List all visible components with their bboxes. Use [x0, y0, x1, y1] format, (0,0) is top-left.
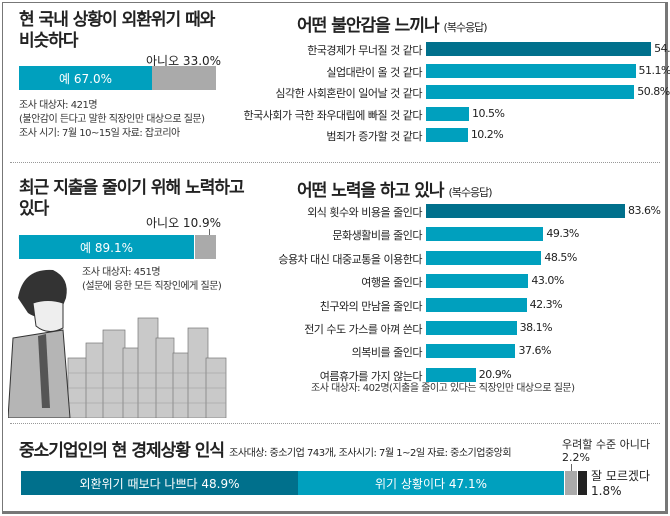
- bar-row: 여름휴가를 가지 않는다 20.9%: [230, 366, 660, 384]
- value-unknown: 1.8%: [591, 484, 622, 498]
- bar: [426, 274, 529, 289]
- bar-row: 범죄가 증가할 것 같다 10.2%: [230, 126, 660, 144]
- panel1-title: 현 국내 상황이 외환위기 때와 비슷하다: [19, 10, 215, 52]
- bar: [426, 128, 468, 142]
- value-label: 43.0%: [531, 274, 564, 288]
- category-label: 범죄가 증가할 것 같다: [326, 130, 422, 143]
- value-label: 38.1%: [519, 321, 553, 334]
- yes-bar: 예 89.1%: [19, 235, 194, 259]
- bar: [426, 227, 544, 242]
- bar: [426, 85, 635, 99]
- subtitle: (복수응답): [443, 21, 488, 34]
- bar: [426, 297, 527, 312]
- bar-worse: 외환위기 때보다 나쁘다 48.9%: [21, 471, 298, 495]
- bar-crisis: 위기 상황이다 47.1%: [298, 471, 564, 495]
- note: 조사 시기: 7월 10~15일 자료: 잡코리아: [19, 128, 180, 139]
- yes-label: 예 67.0%: [59, 71, 112, 86]
- category-label: 한국경제가 무너질 것 같다: [307, 44, 422, 57]
- bottom-source: 조사대상: 중소기업 743개, 조사시기: 7월 1~2일 자료: 중소기업중…: [229, 448, 512, 459]
- panel4-note: 조사 대상자: 402명(지출을 줄이고 있다는 직장인만 대상으로 질문): [311, 383, 575, 394]
- panel4-title: 어떤 노력을 하고 있나 (복수응답): [297, 176, 493, 201]
- yes-bar: 예 67.0%: [19, 66, 152, 90]
- category-label: 전기 수도 가스를 아껴 쓴다: [304, 323, 422, 336]
- label-unknown: 잘 모르겠다: [591, 469, 651, 483]
- value-label: 42.3%: [529, 297, 563, 311]
- bottom-header: 중소기업인의 현 경제상황 인식 조사대상: 중소기업 743개, 조사시기: …: [19, 436, 512, 461]
- bar-row: 한국경제가 무너질 것 같다 54.9%: [230, 40, 670, 58]
- bar: [426, 42, 652, 56]
- value-label: 54.9%: [654, 42, 670, 55]
- title-line: 있다: [19, 199, 49, 219]
- divider: [10, 423, 660, 424]
- bar-label: 외환위기 때보다 나쁘다 48.9%: [79, 476, 240, 491]
- category-label: 승용차 대신 대중교통을 이용한다: [278, 252, 422, 266]
- subtitle: (복수응답): [448, 186, 492, 199]
- category-label: 실업대란이 올 것 같다: [326, 65, 422, 79]
- bar-row: 문화생활비를 줄인다 49.3%: [230, 225, 660, 243]
- bar-row: 심각한 사회혼란이 일어날 것 같다 50.8%: [230, 83, 670, 101]
- title-line: 최근 지출을 줄이기 위해 노력하고: [19, 178, 245, 198]
- title: 어떤 불안감을 느끼나: [297, 16, 440, 36]
- category-label: 의복비를 줄인다: [351, 346, 423, 360]
- bar-row: 의복비를 줄인다 37.6%: [230, 342, 660, 360]
- category-label: 문화생활비를 줄인다: [332, 229, 422, 243]
- yes-label: 예 89.1%: [80, 240, 133, 255]
- value-label: 37.6%: [518, 344, 551, 358]
- title-line: 비슷하다: [19, 31, 79, 51]
- bar: [426, 321, 517, 335]
- note: (불안감이 든다고 말한 직장인만 대상으로 질문): [19, 114, 205, 125]
- divider: [10, 162, 660, 163]
- value-label: 20.9%: [478, 367, 512, 381]
- note: 조사 대상자: 421명: [19, 100, 98, 111]
- value-label: 48.5%: [544, 250, 577, 264]
- bar: [426, 204, 625, 218]
- category-label: 한국사회가 극한 좌우대립에 빠질 것 같다: [243, 108, 422, 122]
- value-label: 50.8%: [637, 85, 670, 98]
- no-bar: [152, 66, 216, 90]
- panel3-notes: 조사 대상자: 451명 (설문에 응한 모든 직장인에게 질문): [82, 266, 222, 294]
- panel3-title: 최근 지출을 줄이기 위해 노력하고 있다: [19, 178, 245, 220]
- value-label: 10.2%: [470, 128, 504, 141]
- panel1-notes: 조사 대상자: 421명 (불안감이 든다고 말한 직장인만 대상으로 질문) …: [19, 99, 205, 141]
- category-label: 친구와의 만남을 줄인다: [319, 299, 423, 313]
- label-not-worried: 우려할 수준 아니다: [562, 438, 650, 451]
- note: 조사 대상자: 451명: [82, 267, 161, 278]
- value-not-worried: 2.2%: [562, 451, 590, 464]
- illustration-man-city: [8, 269, 227, 418]
- bar-row: 전기 수도 가스를 아껴 쓴다 38.1%: [230, 319, 660, 337]
- bar: [426, 106, 470, 121]
- leader-line: [571, 464, 572, 471]
- value-label: 51.1%: [638, 63, 670, 77]
- bottom-title: 중소기업인의 현 경제상황 인식: [19, 441, 225, 461]
- category-label: 여름휴가를 가지 않는다: [319, 369, 423, 383]
- title: 어떤 노력을 하고 있나: [297, 181, 445, 201]
- bar: [426, 367, 476, 382]
- value-label: 83.6%: [627, 204, 661, 217]
- category-label: 심각한 사회혼란이 일어날 것 같다: [275, 87, 422, 100]
- panel2-title: 어떤 불안감을 느끼나 (복수응답): [297, 11, 488, 36]
- leader-line: [209, 229, 210, 235]
- value-label: 49.3%: [546, 227, 579, 241]
- bar-row: 여행을 줄인다 43.0%: [230, 272, 660, 290]
- no-label: 아니오 33.0%: [146, 54, 222, 68]
- bar: [426, 250, 542, 265]
- note: (설문에 응한 모든 직장인에게 질문): [82, 281, 222, 292]
- no-label: 아니오 10.9%: [146, 216, 222, 230]
- bar-row: 실업대란이 올 것 같다 51.1%: [230, 62, 670, 80]
- bar-row: 승용차 대신 대중교통을 이용한다 48.5%: [230, 249, 660, 267]
- bar-row: 친구와의 만남을 줄인다 42.3%: [230, 296, 660, 314]
- bar-row: 외식 횟수와 비용을 줄인다 83.6%: [230, 202, 661, 220]
- title-line: 현 국내 상황이 외환위기 때와: [19, 10, 215, 30]
- no-bar: [195, 235, 216, 259]
- category-label: 외식 횟수와 비용을 줄인다: [307, 206, 422, 219]
- bar: [426, 344, 516, 359]
- value-label: 10.5%: [472, 106, 505, 120]
- bar-not-worried: [565, 471, 577, 495]
- category-label: 여행을 줄인다: [361, 276, 422, 290]
- bar: [426, 63, 636, 78]
- bar-unknown: [578, 471, 587, 495]
- bar-label: 위기 상황이다 47.1%: [375, 476, 487, 491]
- bar-row: 한국사회가 극한 좌우대립에 빠질 것 같다 10.5%: [230, 105, 660, 123]
